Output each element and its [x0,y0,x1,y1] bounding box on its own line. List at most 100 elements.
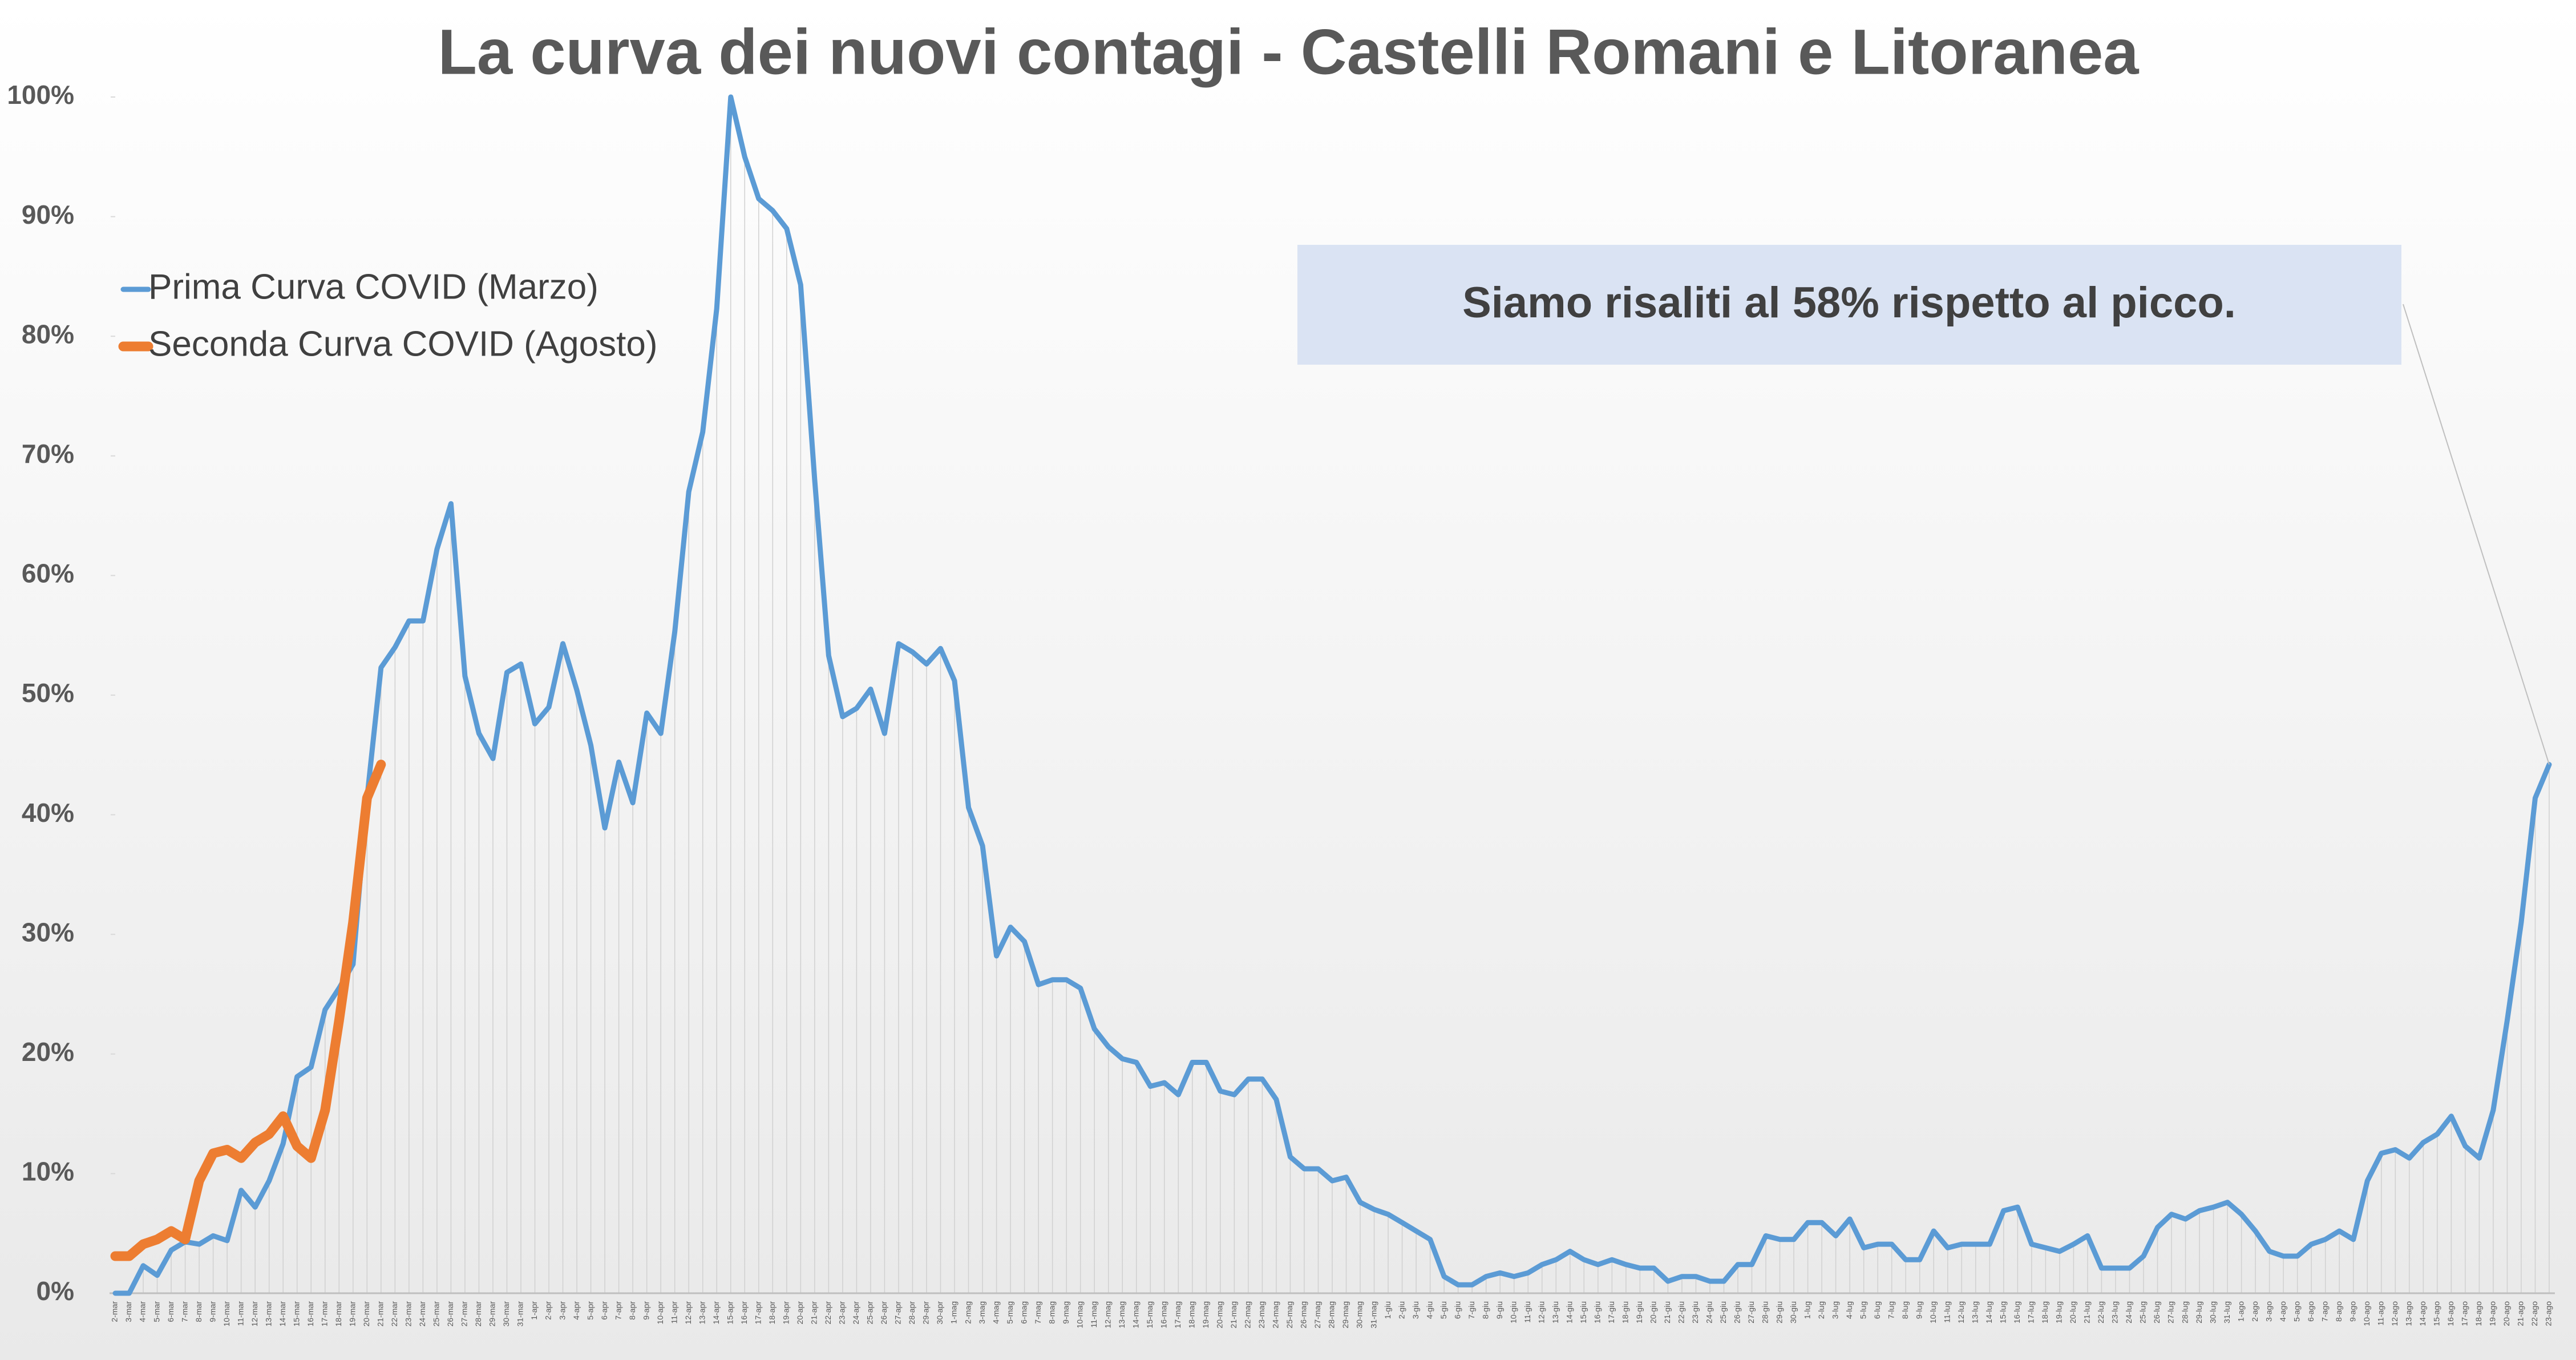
y-tick-label: 90% [22,200,74,229]
x-tick-label: 25-giu [1718,1301,1728,1323]
x-tick-label: 13-mag [1117,1301,1126,1328]
x-tick-label: 22-lug [2096,1301,2105,1323]
x-tick-label: 5-mag [1005,1301,1014,1324]
x-tick-label: 28-apr [907,1301,916,1325]
x-tick-label: 3-giu [1411,1301,1420,1319]
x-tick-label: 14-lug [1984,1301,1993,1323]
x-tick-label: 14-mag [1131,1301,1140,1328]
x-tick-label: 7-lug [1886,1301,1895,1319]
x-tick-label: 19-giu [1635,1301,1644,1323]
x-tick-label: 8-apr [628,1301,637,1320]
x-tick-label: 1-apr [529,1301,539,1320]
x-tick-label: 4-ago [2278,1301,2287,1322]
x-tick-label: 25-lug [2138,1301,2148,1323]
x-tick-label: 7-mar [180,1301,189,1322]
x-tick-label: 3-apr [557,1301,567,1320]
x-tick-label: 29-mar [488,1301,497,1327]
x-tick-label: 31-mag [1369,1301,1378,1328]
x-tick-label: 30-apr [935,1301,944,1325]
x-tick-label: 8-lug [1900,1301,1910,1319]
x-tick-label: 11-ago [2376,1301,2385,1326]
x-tick-label: 11-lug [1942,1301,1951,1323]
x-tick-label: 12-giu [1536,1301,1546,1323]
x-tick-label: 23-mag [1257,1301,1266,1328]
x-tick-label: 30-giu [1789,1301,1798,1323]
x-tick-label: 11-mar [236,1301,245,1326]
x-tick-label: 17-mar [320,1301,329,1327]
x-tick-label: 18-lug [2040,1301,2049,1323]
x-tick-label: 19-apr [782,1301,791,1325]
x-tick-label: 15-mar [292,1301,301,1327]
x-tick-label: 23-apr [838,1301,847,1325]
y-tick-label: 40% [22,798,74,828]
x-tick-label: 20-lug [2068,1301,2077,1323]
x-tick-label: 12-apr [684,1301,693,1325]
x-tick-label: 6-mag [1019,1301,1028,1324]
x-tick-label: 24-lug [2124,1301,2133,1323]
x-tick-label: 27-mag [1313,1301,1322,1328]
plot-area: 0% 10% 20% 30% 40% 50% 60% 70% 80% 90% 100% 2-mar 3-… [7,80,2555,1328]
y-tick-label: 20% [22,1037,74,1067]
x-tick-label: 5-apr [585,1301,595,1320]
x-tick-label: 14-giu [1564,1301,1574,1323]
x-tick-label: 19-mag [1201,1301,1210,1328]
x-tick-label: 26-lug [2152,1301,2161,1323]
x-tick-label: 19-mar [347,1301,357,1327]
x-tick-label: 14-ago [2418,1301,2427,1326]
x-tick-label: 29-apr [921,1301,931,1325]
x-tick-label: 28-lug [2180,1301,2189,1323]
x-tick-label: 15-ago [2432,1301,2441,1326]
x-tick-label: 2-ago [2250,1301,2259,1322]
x-tick-label: 11-mag [1089,1301,1098,1327]
x-tick-label: 4-apr [572,1301,581,1320]
x-tick-label: 12-mag [1103,1301,1112,1328]
x-tick-label: 10-lug [1928,1301,1938,1323]
x-tick-label: 13-mar [264,1301,273,1327]
x-tick-label: 23-giu [1691,1301,1700,1323]
x-tick-label: 13-lug [1970,1301,1979,1323]
x-tick-label: 7-mag [1033,1301,1042,1324]
y-tick-label: 50% [22,678,74,708]
x-tick-label: 22-mar [390,1301,399,1327]
x-tick-label: 19-ago [2488,1301,2497,1326]
x-tick-label: 23-mar [404,1301,413,1327]
x-tick-label: 5-giu [1439,1301,1448,1319]
x-tick-label: 22-ago [2530,1301,2539,1326]
x-tick-label: 23-ago [2544,1301,2553,1326]
x-tick-label: 20-ago [2502,1301,2511,1326]
x-tick-label: 8-mar [194,1301,203,1322]
x-tick-label: 21-lug [2082,1301,2092,1323]
x-tick-label: 17-ago [2460,1301,2469,1326]
x-tick-label: 30-mar [502,1301,511,1327]
x-tick-label: 21-mar [376,1301,385,1327]
y-tick-label: 60% [22,559,74,588]
x-tick-label: 14-apr [711,1301,721,1325]
x-tick-label: 2-giu [1397,1301,1406,1319]
series-line [110,760,386,1261]
x-tick-label: 15-lug [1999,1301,2008,1323]
x-tick-label: 15-mag [1145,1301,1154,1328]
x-tick-label: 17-giu [1607,1301,1616,1323]
x-tick-label: 22-mag [1243,1301,1252,1328]
x-tick-label: 18-ago [2474,1301,2483,1326]
x-tick-label: 30-mag [1355,1301,1364,1328]
x-tick-label: 3-lug [1830,1301,1839,1319]
x-tick-label: 18-giu [1621,1301,1630,1323]
x-tick-label: 2-apr [544,1301,553,1320]
x-tick-label: 13-giu [1551,1301,1560,1323]
x-tick-label: 10-mar [222,1301,231,1327]
x-tick-label: 19-lug [2055,1301,2064,1323]
x-tick-label: 29-lug [2194,1301,2203,1323]
x-tick-label: 18-mar [334,1301,343,1327]
x-tick-label: 21-giu [1663,1301,1672,1323]
y-tick-label: 0% [37,1276,74,1306]
x-tick-label: 12-ago [2390,1301,2399,1326]
x-tick-label: 12-mar [250,1301,259,1327]
x-tick-label: 1-ago [2236,1301,2245,1322]
x-tick-label: 20-giu [1649,1301,1658,1323]
y-tick-label: 100% [7,80,74,110]
x-tick-label: 28-mar [474,1301,483,1327]
x-tick-label: 21-ago [2516,1301,2525,1326]
